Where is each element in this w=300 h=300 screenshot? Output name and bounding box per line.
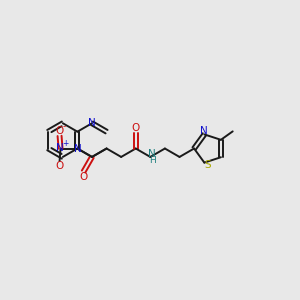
Text: O: O [56,161,64,171]
Text: H: H [149,156,156,165]
Text: -: - [63,122,66,131]
Text: N: N [88,118,96,128]
Text: N: N [200,126,208,136]
Text: O: O [56,126,64,136]
Text: N: N [56,142,63,152]
Text: +: + [62,139,69,148]
Text: N: N [74,143,81,154]
Text: N: N [148,149,156,159]
Text: S: S [204,160,211,170]
Text: O: O [80,172,88,182]
Text: O: O [132,123,140,134]
